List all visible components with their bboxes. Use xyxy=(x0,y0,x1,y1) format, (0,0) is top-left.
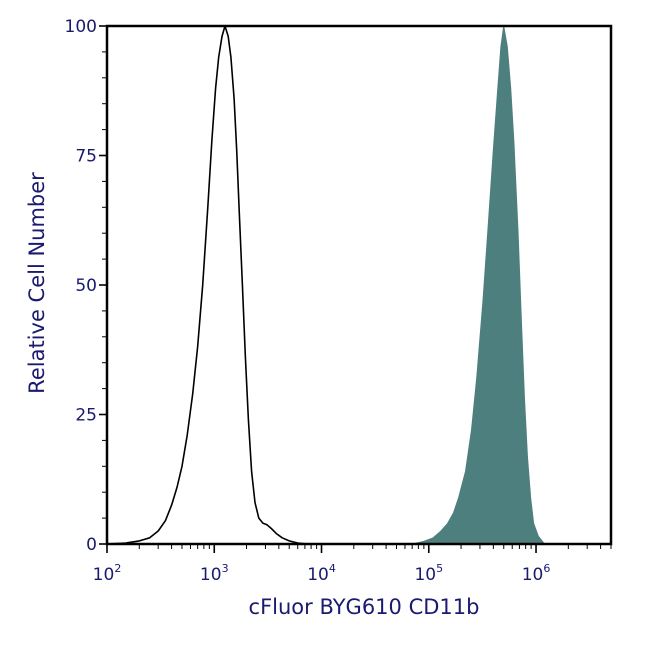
x-tick-exponent: 2 xyxy=(114,562,121,575)
x-axis-title: cFluor BYG610 CD11b xyxy=(249,595,480,619)
x-tick-exponent: 5 xyxy=(436,562,443,575)
x-tick-base: 10 xyxy=(93,565,115,585)
x-tick-label: 102 xyxy=(93,562,122,585)
x-axis-ticks: 102 103 104 105 106 xyxy=(93,544,612,585)
series-1-outline-histogram xyxy=(106,25,309,545)
x-tick-exponent: 3 xyxy=(222,562,229,575)
x-tick-label: 103 xyxy=(200,562,229,585)
series-2-filled-histogram xyxy=(412,25,546,545)
x-tick-base: 10 xyxy=(307,565,329,585)
x-tick-exponent: 6 xyxy=(543,562,550,575)
y-tick-label: 100 xyxy=(65,17,97,37)
y-tick-label: 75 xyxy=(75,147,97,167)
x-tick-label: 106 xyxy=(522,562,551,585)
x-tick-exponent: 4 xyxy=(329,562,336,575)
x-tick-base: 10 xyxy=(200,565,222,585)
y-tick-label: 0 xyxy=(86,535,97,555)
x-tick-base: 10 xyxy=(414,565,436,585)
x-tick-label: 105 xyxy=(414,562,443,585)
y-axis-ticks: 0 25 50 75 100 xyxy=(65,17,107,555)
y-tick-label: 25 xyxy=(75,406,97,426)
y-tick-label: 50 xyxy=(75,276,97,296)
plot-marks xyxy=(106,25,546,545)
y-axis-title: Relative Cell Number xyxy=(25,172,49,394)
plot-frame xyxy=(105,24,613,546)
x-tick-label: 104 xyxy=(307,562,336,585)
x-tick-base: 10 xyxy=(522,565,544,585)
